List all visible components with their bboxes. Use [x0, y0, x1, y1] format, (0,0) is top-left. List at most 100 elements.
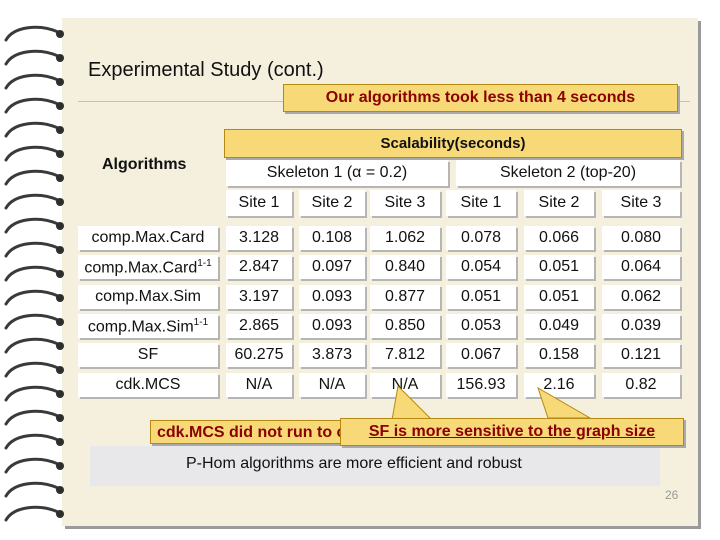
value-cell: 0.064	[620, 258, 662, 275]
value-cell: 0.054	[460, 258, 502, 275]
value-cell: 2.16	[543, 376, 575, 393]
value-cell: 0.053	[460, 317, 502, 334]
value-cell-box	[446, 255, 516, 279]
value-cell: 0.062	[620, 288, 662, 305]
value-cell: 1.062	[384, 229, 426, 246]
value-cell: 2.847	[238, 258, 280, 275]
binding-ring	[4, 313, 64, 330]
binding-ring	[4, 97, 64, 114]
algorithm-name: comp.Max.Card	[78, 229, 218, 247]
value-cell-box	[446, 314, 516, 338]
value-cell: 0.097	[311, 258, 353, 275]
value-cell: 0.093	[311, 288, 353, 305]
algorithm-label: comp.Max.Card	[84, 259, 198, 277]
value-cell: 0.051	[538, 288, 580, 305]
value-cell-box	[524, 343, 594, 367]
value-cell-box	[524, 226, 594, 250]
site-header-box	[446, 190, 516, 216]
callout-sf-sensitive: SF is more sensitive to the graph size	[340, 418, 684, 446]
value-cell: 2.865	[238, 317, 280, 334]
value-cell-box	[446, 285, 516, 309]
value-cell-box	[299, 255, 365, 279]
slide-title: Experimental Study (cont.)	[88, 59, 324, 81]
binding-ring	[4, 241, 64, 258]
binding-ring	[4, 289, 64, 306]
value-cell: 3.873	[311, 346, 353, 363]
binding-ring	[4, 217, 64, 234]
value-cell-box	[524, 373, 594, 397]
value-cell-box	[602, 255, 680, 279]
value-cell: N/A	[318, 376, 346, 393]
value-cell: 0.080	[620, 229, 662, 246]
spiral-binding-icon	[4, 25, 64, 522]
value-cell-box	[299, 373, 365, 397]
algorithm-label: cdk.MCS	[115, 376, 181, 393]
value-cell: 0.108	[311, 229, 353, 246]
value-cell-box	[524, 255, 594, 279]
value-cell: 0.049	[538, 317, 580, 334]
algorithm-name: comp.Max.Card1-1	[78, 258, 218, 277]
value-cell-box	[446, 343, 516, 367]
row-name-box	[78, 343, 218, 367]
value-cell: 0.850	[384, 317, 426, 334]
value-cell: 156.93	[456, 376, 506, 393]
binding-ring	[4, 361, 64, 378]
algorithm-superscript: 1-1	[197, 258, 212, 269]
binding-ring	[4, 25, 64, 42]
skeleton1-header-box	[226, 160, 448, 186]
conclusion-text: P-Hom algorithms are more efficient and …	[186, 455, 522, 472]
sf-callout-pointer	[537, 386, 592, 419]
value-cell-box	[299, 285, 365, 309]
value-cell: 7.812	[384, 346, 426, 363]
algorithm-label: comp.Max.Sim	[95, 288, 201, 305]
value-cell: N/A	[245, 376, 273, 393]
binding-ring	[4, 409, 64, 426]
binding-ring	[4, 121, 64, 138]
value-cell: 0.051	[538, 258, 580, 275]
value-cell-box	[370, 226, 440, 250]
value-cell: 0.840	[384, 258, 426, 275]
value-cell: 0.093	[311, 317, 353, 334]
skeleton2-header-box	[456, 160, 680, 186]
value-cell-box	[446, 226, 516, 250]
binding-ring	[4, 49, 64, 66]
value-cell-box	[370, 343, 440, 367]
row-name-box	[78, 255, 218, 279]
algorithms-header: Algorithms	[102, 156, 187, 173]
site-header-box	[226, 190, 292, 216]
algorithm-superscript: 1-1	[193, 317, 209, 328]
value-cell-box	[226, 314, 292, 338]
row-name-box	[78, 314, 218, 338]
value-cell-box	[370, 314, 440, 338]
value-cell: 0.051	[460, 288, 502, 305]
value-cell: 0.877	[384, 288, 426, 305]
value-cell: 0.039	[620, 317, 662, 334]
algorithm-label: comp.Max.Card	[91, 229, 205, 246]
value-cell: 0.067	[460, 346, 502, 363]
value-cell: 60.275	[234, 346, 284, 363]
site-header: Site 2	[311, 194, 353, 211]
algorithm-label: SF	[137, 346, 159, 363]
binding-ring	[4, 337, 64, 354]
value-cell-box	[602, 343, 680, 367]
site-header: Site 1	[460, 194, 502, 211]
value-cell-box	[602, 314, 680, 338]
binding-ring	[4, 265, 64, 282]
algorithm-name: SF	[78, 346, 218, 364]
value-cell: 0.078	[460, 229, 502, 246]
site-header: Site 1	[238, 194, 280, 211]
binding-ring	[4, 433, 64, 450]
value-cell: 3.197	[238, 288, 280, 305]
binding-ring	[4, 457, 64, 474]
cdk-callout-pointer	[391, 384, 434, 421]
site-header-box	[602, 190, 680, 216]
algorithm-name: cdk.MCS	[78, 376, 218, 394]
binding-ring	[4, 385, 64, 402]
site-header-box	[299, 190, 365, 216]
value-cell: 0.121	[620, 346, 662, 363]
binding-ring	[4, 169, 64, 186]
value-cell: 0.82	[625, 376, 657, 393]
binding-ring	[4, 145, 64, 162]
value-cell-box	[299, 226, 365, 250]
